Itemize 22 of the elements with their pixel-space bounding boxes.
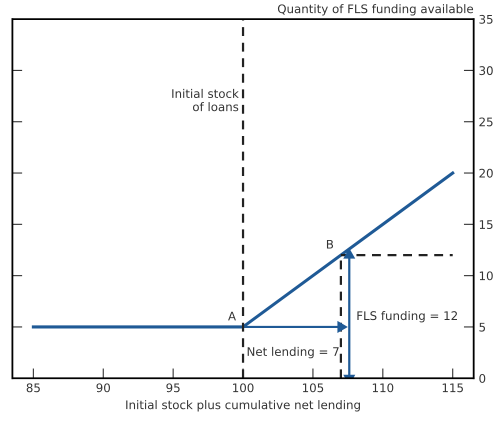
annotation: FLS funding = 12 — [357, 310, 457, 322]
y-axis-title: Quantity of FLS funding available — [278, 4, 474, 16]
x-tick-label: 85 — [26, 383, 40, 392]
x-tick-label: 100 — [233, 383, 254, 392]
annotation: B — [326, 240, 334, 249]
y-tick-label: 25 — [479, 117, 493, 126]
x-tick-label: 110 — [372, 383, 394, 392]
y-tick-label: 5 — [479, 322, 486, 332]
y-tick-label: 35 — [479, 14, 493, 24]
y-tick-label: 0 — [479, 374, 486, 383]
annotation: Net lending = 7 — [248, 346, 339, 358]
x-axis-title: Initial stock plus cumulative net lending — [126, 400, 360, 412]
y-tick-label: 20 — [479, 168, 493, 178]
y-tick-label: 30 — [479, 66, 493, 76]
ref-line-label: Initial stock of loans — [172, 88, 239, 112]
x-tick-label: 115 — [442, 383, 463, 392]
x-tick-label: 105 — [302, 383, 324, 392]
annotation: A — [228, 312, 236, 320]
x-tick-label: 95 — [166, 383, 180, 392]
y-tick-label: 15 — [480, 220, 493, 229]
y-tick-label: 10 — [480, 271, 493, 280]
x-tick-label: 90 — [96, 383, 110, 392]
